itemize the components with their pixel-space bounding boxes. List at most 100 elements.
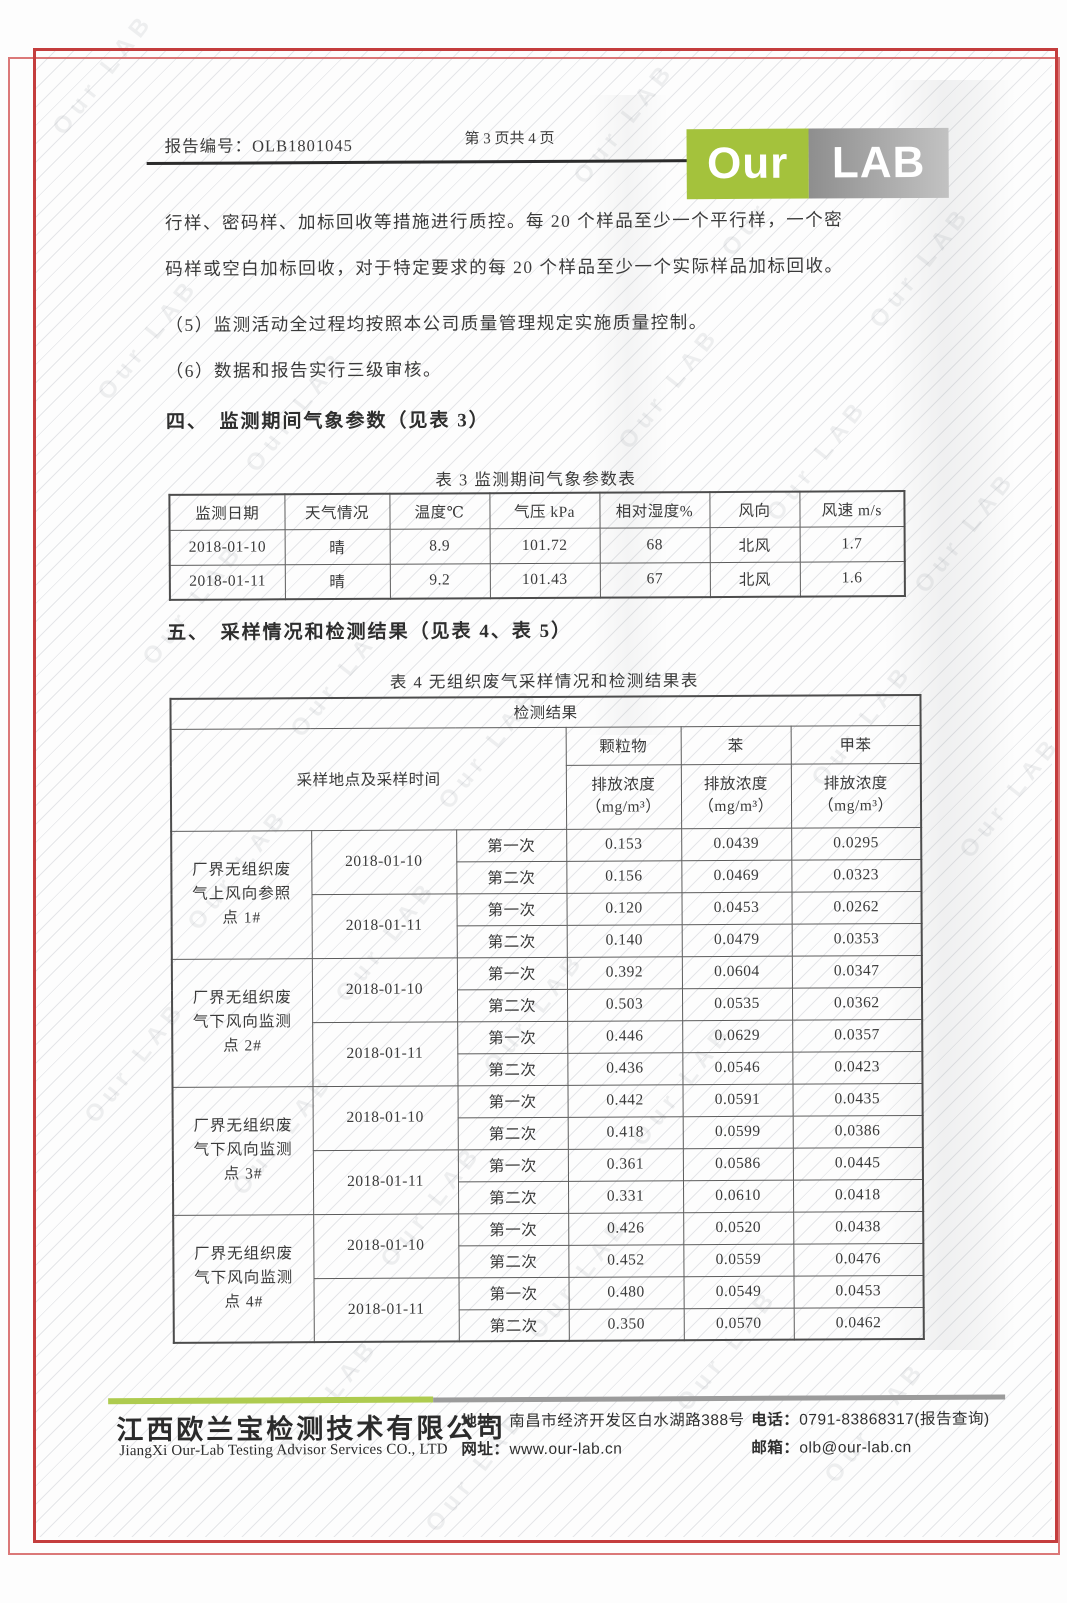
- results-table-body: 检测结果 采样地点及采样时间 颗粒物苯甲苯 排放浓度 （mg/m³） 排放浓度 （mg/m³…: [170, 694, 924, 1343]
- section-5-heading: 五、 采样情况和检测结果（见表 4、表 5）: [167, 620, 573, 644]
- trial-cell: 第一次: [456, 892, 567, 926]
- value-cell: 0.0445: [792, 1146, 924, 1180]
- column-header: 风速 m/s: [799, 491, 905, 527]
- results-header: 检测结果: [170, 694, 921, 729]
- value-cell: 0.426: [568, 1212, 684, 1245]
- footer-website: 网址：www.our-lab.cn: [461, 1437, 622, 1460]
- analyte-header: 颗粒物: [565, 726, 681, 765]
- value-cell: 0.0438: [793, 1210, 924, 1244]
- trial-cell: 第一次: [457, 1148, 568, 1182]
- table-row: 厂界无组织废 气下风向监测 点 2# 2018-01-10 第一次 0.392 0.06…: [171, 954, 922, 1087]
- date-cell: 2018-01-10: [313, 1213, 459, 1279]
- location-cell: 厂界无组织废 气下风向监测 点 3#: [172, 1086, 314, 1215]
- page-indicator: 第 3 页共 4 页: [464, 130, 555, 148]
- table-cell: 68: [599, 527, 710, 563]
- table-4-caption: 表 4 无组织废气采样情况和检测结果表: [389, 671, 699, 692]
- column-header: 气压 kPa: [489, 492, 600, 529]
- trial-cell: 第一次: [456, 828, 567, 862]
- trial-cell: 第二次: [457, 1180, 569, 1214]
- date-cell: 2018-01-10: [311, 957, 458, 1023]
- trial-cell: 第二次: [458, 1244, 569, 1278]
- report-number: 报告编号：OLB1801045: [164, 135, 353, 156]
- section-4-heading: 四、 监测期间气象参数（见表 3）: [165, 410, 490, 433]
- date-cell: 2018-01-11: [312, 1021, 458, 1087]
- value-cell: 0.0295: [791, 826, 922, 860]
- table-cell: 2018-01-11: [169, 564, 285, 600]
- location-cell: 厂界无组织废 气下风向监测 点 2#: [171, 958, 313, 1087]
- value-cell: 0.436: [567, 1052, 683, 1085]
- value-cell: 0.0439: [681, 827, 792, 861]
- column-header: 监测日期: [169, 494, 285, 530]
- value-cell: 0.392: [566, 956, 682, 989]
- value-cell: 0.0586: [682, 1147, 793, 1181]
- logo-gray-block: LAB: [808, 127, 949, 199]
- value-cell: 0.156: [566, 860, 682, 893]
- table-row: 厂界无组织废 气下风向监测 点 4# 2018-01-10 第一次 0.426 0.05…: [173, 1210, 924, 1343]
- table-cell: 8.9: [389, 528, 490, 564]
- value-cell: 0.0570: [683, 1307, 794, 1341]
- website-value: www.our-lab.cn: [509, 1440, 623, 1459]
- table-cell: 1.7: [799, 526, 905, 562]
- value-cell: 0.0476: [793, 1242, 924, 1276]
- body-paragraph: 码样或空白加标回收，对于特定要求的每 20 个样品至少一个实际样品加标回收。: [165, 255, 844, 279]
- value-cell: 0.0591: [682, 1083, 793, 1117]
- value-cell: 0.0357: [792, 1018, 923, 1052]
- email-label: 邮箱：: [751, 1439, 800, 1457]
- trial-cell: 第一次: [457, 1084, 568, 1118]
- value-cell: 0.442: [567, 1084, 683, 1117]
- location-cell: 厂界无组织废 气上风向参照 点 1#: [171, 830, 312, 959]
- address-value: 南昌市经济开发区白水湖路388号: [509, 1411, 745, 1431]
- logo-lab-text: LAB: [831, 137, 926, 188]
- table-cell: 9.2: [389, 563, 490, 599]
- column-header: 天气情况: [284, 493, 390, 530]
- address-label: 地址：: [461, 1413, 510, 1431]
- value-cell: 0.0362: [791, 986, 923, 1020]
- concentration-header: 排放浓度 （mg/m³）: [680, 763, 792, 829]
- column-header: 风向: [709, 491, 800, 528]
- value-cell: 0.0549: [683, 1275, 794, 1309]
- value-cell: 0.140: [566, 924, 682, 957]
- value-cell: 0.0347: [791, 954, 922, 988]
- logo-our-text: Our: [706, 138, 789, 189]
- value-cell: 0.0262: [791, 890, 922, 924]
- table-3-caption: 表 3 监测期间气象参数表: [435, 469, 637, 490]
- trial-cell: 第一次: [458, 1212, 569, 1246]
- results-table: 检测结果 采样地点及采样时间 颗粒物苯甲苯 排放浓度 （mg/m³） 排放浓度 （mg/m³…: [169, 693, 925, 1344]
- value-cell: 0.503: [566, 988, 683, 1021]
- body-paragraph: 行样、密码样、加标回收等措施进行质控。每 20 个样品至少一个平行样，一个密: [164, 209, 844, 233]
- table-row: 2018-01-11 晴 9.2 101.43 67 北风 1.6: [169, 561, 905, 600]
- value-cell: 0.418: [567, 1116, 683, 1149]
- date-cell: 2018-01-11: [312, 1149, 459, 1215]
- table-cell: 晴: [284, 563, 390, 600]
- footer-phone: 电话：0791-83868317(报告查询): [751, 1407, 990, 1430]
- location-cell: 厂界无组织废 气下风向监测 点 4#: [173, 1214, 314, 1343]
- table-row: 厂界无组织废 气下风向监测 点 3# 2018-01-10 第一次 0.442 0.05…: [172, 1082, 923, 1215]
- table-cell: 101.43: [489, 562, 600, 599]
- value-cell: 0.0599: [682, 1115, 793, 1149]
- left-section-header: 采样地点及采样时间: [170, 726, 567, 831]
- value-cell: 0.361: [567, 1148, 683, 1181]
- value-cell: 0.452: [568, 1244, 684, 1277]
- value-cell: 0.0353: [791, 922, 922, 956]
- column-header: 温度℃: [389, 493, 490, 529]
- company-name-cn: 江西欧兰宝检测技术有限公司: [116, 1413, 507, 1446]
- concentration-header: 排放浓度 （mg/m³）: [790, 762, 922, 828]
- value-cell: 0.0559: [683, 1243, 794, 1277]
- value-cell: 0.0462: [793, 1306, 924, 1340]
- footer-email: 邮箱：olb@our-lab.cn: [751, 1435, 911, 1458]
- value-cell: 0.0535: [681, 987, 793, 1021]
- weather-table: 监测日期 天气情况 温度℃ 气压 kPa 相对湿度% 风向 风速 m/s 2018-01-10…: [168, 490, 906, 601]
- date-cell: 2018-01-11: [311, 893, 457, 959]
- value-cell: 0.0546: [682, 1051, 793, 1085]
- value-cell: 0.0423: [792, 1050, 923, 1084]
- trial-cell: 第二次: [456, 988, 568, 1022]
- analyte-header: 甲苯: [790, 724, 921, 764]
- column-header: 相对湿度%: [599, 492, 710, 528]
- value-cell: 0.0418: [792, 1178, 924, 1212]
- body-paragraphs: 行样、密码样、加标回收等措施进行质控。每 20 个样品至少一个平行样，一个密 码…: [165, 206, 896, 404]
- body-paragraph: （5）监测活动全过程均按照本公司质量管理规定实施质量控制。: [165, 312, 708, 335]
- trial-cell: 第二次: [458, 1308, 569, 1342]
- date-cell: 2018-01-10: [311, 829, 457, 895]
- value-cell: 0.350: [568, 1308, 684, 1341]
